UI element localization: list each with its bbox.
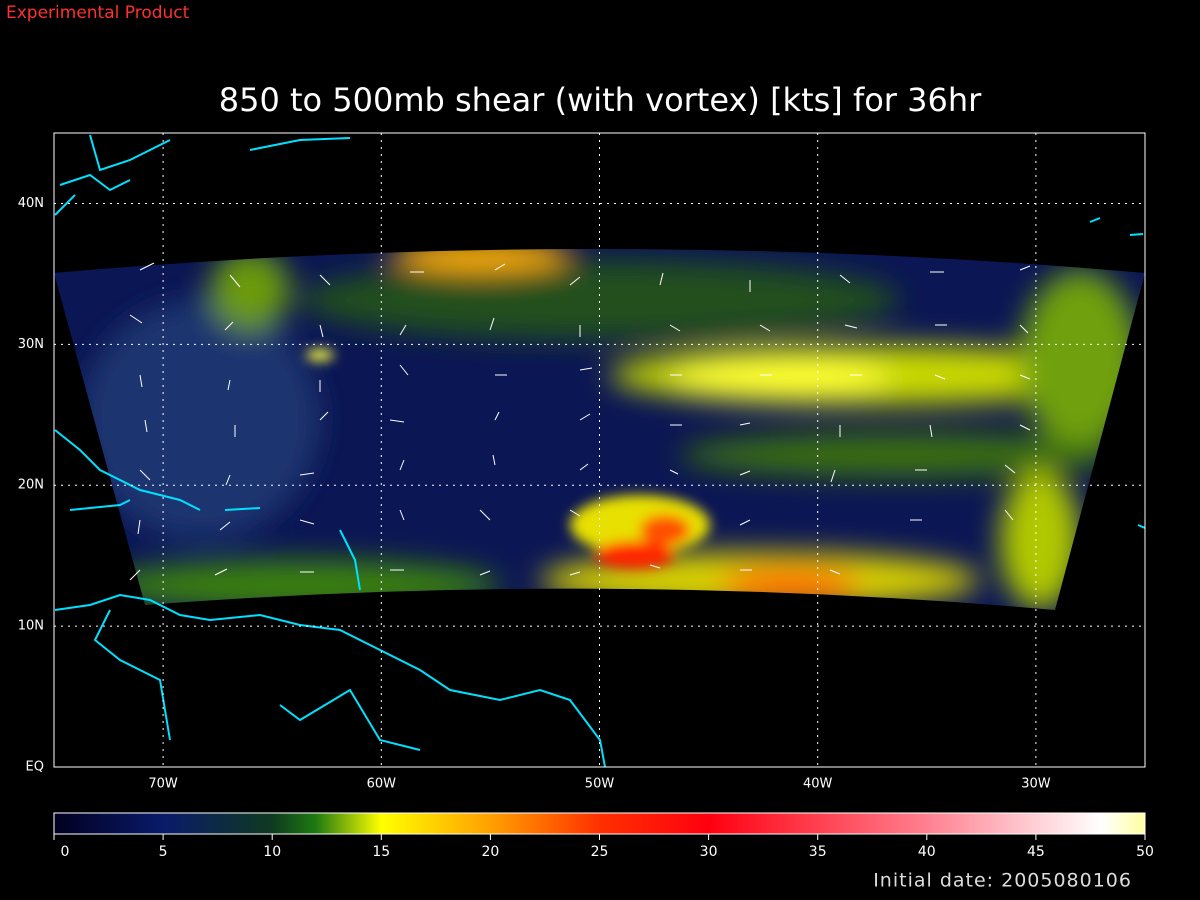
lat-label: 30N xyxy=(18,337,44,352)
lat-label: 20N xyxy=(18,478,44,493)
colorbar-label: 0 xyxy=(61,844,70,860)
title: 850 to 500mb shear (with vortex) [kts] f… xyxy=(219,81,982,119)
colorbar-label: 25 xyxy=(591,844,609,860)
map-frame xyxy=(53,132,1146,768)
colorbar-label: 30 xyxy=(700,844,718,860)
lon-label: 30W xyxy=(1021,777,1051,792)
note: Experimental Product xyxy=(6,3,190,23)
lat-label: 10N xyxy=(18,619,44,634)
colorbar-label: 20 xyxy=(481,844,499,860)
lon-label: 70W xyxy=(148,777,178,792)
colorbar-label: 40 xyxy=(918,844,936,860)
initial-date: Initial date: 2005080106 xyxy=(873,870,1132,892)
colorbar-label: 35 xyxy=(809,844,827,860)
lon-label: 50W xyxy=(585,777,615,792)
colorbar-ticks: 0 5 10 15 20 25 30 35 40 45 50 xyxy=(53,834,1154,860)
lat-label: 40N xyxy=(18,196,44,211)
axis-labels: 70W 60W 50W 40W 30W EQ 10N 20N 30N 40N xyxy=(18,196,1051,792)
lon-label: 40W xyxy=(803,777,833,792)
colorbar-label: 15 xyxy=(372,844,390,860)
colorbar-label: 50 xyxy=(1136,844,1154,860)
lat-label: EQ xyxy=(26,760,44,775)
colorbar xyxy=(53,812,1146,835)
colorbar-label: 5 xyxy=(159,844,168,860)
wind-vectors xyxy=(129,262,1031,581)
colorbar-label: 45 xyxy=(1027,844,1045,860)
graticule xyxy=(54,133,1145,767)
colorbar-label: 10 xyxy=(263,844,281,860)
lon-label: 60W xyxy=(367,777,397,792)
